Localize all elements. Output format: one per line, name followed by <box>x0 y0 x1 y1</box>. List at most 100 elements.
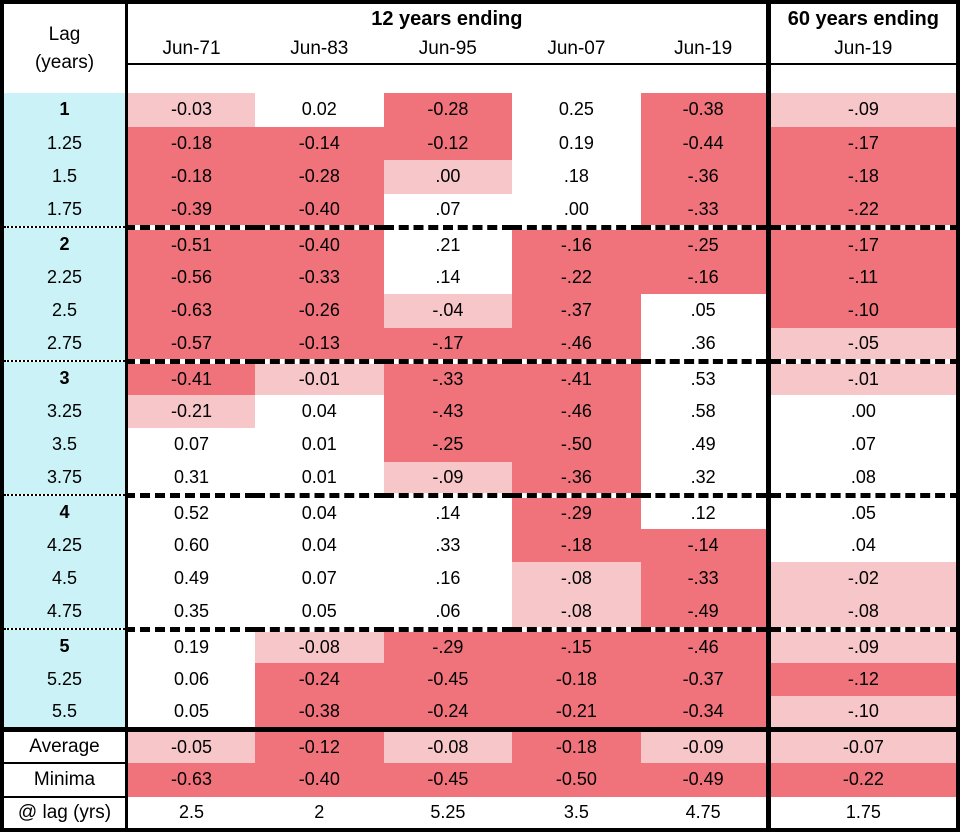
value-cell: -0.57 <box>126 327 256 361</box>
value-cell: 0.07 <box>126 428 256 462</box>
summary-cell: 4.75 <box>640 796 769 830</box>
value-cell: -0.18 <box>126 126 256 160</box>
value-cell: 0.06 <box>126 662 256 696</box>
lag-label: 4 <box>2 494 129 529</box>
value-cell: -.33 <box>383 358 513 395</box>
value-cell: -0.51 <box>126 224 256 261</box>
table-row: 3 -0.41 -0.01 -.33 -.41.53 -.01 <box>2 358 958 395</box>
value-cell: 0.31 <box>126 461 256 495</box>
column-header-row: Jun-71 Jun-83 Jun-95 Jun-07 Jun-19 Jun-1… <box>2 34 958 64</box>
value-cell-60y: -.22 <box>765 193 958 227</box>
value-cell: -0.12 <box>383 126 513 160</box>
summary-cell: 3.5 <box>512 796 641 830</box>
spacer-cell <box>126 63 769 93</box>
column-header-jun-19: Jun-19 <box>674 37 733 59</box>
lag-label: 4.75 <box>2 595 129 629</box>
value-cell: -.14 <box>640 528 769 562</box>
table-row: 5 0.19 -0.08 -.29 -.15 -.46 -.09 <box>2 626 958 663</box>
value-cell: .16 <box>383 562 513 596</box>
value-cell: -.15 <box>512 626 641 663</box>
value-cell: -.16 <box>640 260 769 294</box>
value-cell-60y: -.09 <box>765 626 958 663</box>
summary-cell: -0.40 <box>255 763 384 797</box>
value-cell: -0.28 <box>255 160 384 194</box>
value-cell: 0.52 <box>126 492 256 529</box>
value-cell: -0.03 <box>126 93 256 127</box>
value-cell-60y: -.18 <box>765 160 958 194</box>
value-cell: 0.04 <box>255 492 384 529</box>
value-cell: -0.26 <box>255 294 384 328</box>
value-cell: .06 <box>383 595 513 629</box>
value-cell: -.41 <box>512 358 641 395</box>
value-cell: -.36 <box>512 461 641 495</box>
summary-cell: -0.18 <box>512 727 641 763</box>
lag-label: 3.25 <box>2 394 129 428</box>
value-cell: -0.38 <box>255 696 384 730</box>
value-cell: 0.35 <box>126 595 256 629</box>
lag-label: 4.5 <box>2 562 129 596</box>
table-row: 4.75 0.35 0.05.06 -.08 -.49 -.08 <box>2 595 958 629</box>
value-cell: -.08 <box>512 595 641 629</box>
lag-label: 5.5 <box>2 696 129 730</box>
lag-label: 4.25 <box>2 528 129 562</box>
summary-cell: -0.50 <box>512 763 641 797</box>
table-header: Lag (years) 12 years ending 60 years end… <box>2 2 958 93</box>
value-cell: -0.34 <box>640 696 769 730</box>
summary-body: Average -0.05 -0.12 -0.08 -0.18 -0.09 -0.07 Min… <box>2 727 958 830</box>
lag-label: 2.75 <box>2 327 129 361</box>
value-cell: -0.28 <box>383 93 513 127</box>
value-cell: -.17 <box>383 327 513 361</box>
value-cell: 0.02 <box>255 93 384 127</box>
value-cell: .21 <box>383 224 513 261</box>
value-cell: 0.49 <box>126 562 256 596</box>
value-cell: -.29 <box>383 626 513 663</box>
lag-label: 1 <box>2 93 129 127</box>
value-cell: -.36 <box>640 160 769 194</box>
table-row: 4.5 0.49 0.07.16 -.08 -.33 -.02 <box>2 562 958 596</box>
value-cell: -.33 <box>640 193 769 227</box>
summary-label: Minima <box>2 763 129 798</box>
value-cell: -0.40 <box>255 224 384 261</box>
lag-label: 2.5 <box>2 294 129 328</box>
lag-label: 1.5 <box>2 160 129 194</box>
table-row: 2.75 -0.57 -0.13 -.17 -.46.36 -.05 <box>2 327 958 361</box>
table-row: 1 -0.03 0.02 -0.28 0.25 -0.38 -.09 <box>2 93 958 127</box>
column-header-jun-83: Jun-83 <box>290 37 349 59</box>
value-cell: .14 <box>383 260 513 294</box>
value-cell: 0.01 <box>255 461 384 495</box>
lag-label: 3.75 <box>2 461 129 495</box>
value-cell: -0.18 <box>126 160 256 194</box>
value-cell: -0.01 <box>255 358 384 395</box>
summary-cell: -0.12 <box>255 727 384 763</box>
summary-label: Average <box>2 727 129 764</box>
value-cell-60y: -.17 <box>765 126 958 160</box>
value-cell: -0.24 <box>255 662 384 696</box>
summary-cell-60y: 1.75 <box>765 796 958 830</box>
value-cell: .05 <box>640 294 769 328</box>
value-cell: -.29 <box>512 492 641 529</box>
table-row: 1.25 -0.18 -0.14 -0.12 0.19 -0.44 -.17 <box>2 126 958 160</box>
value-cell-60y: -.11 <box>765 260 958 294</box>
value-cell: -0.38 <box>640 93 769 127</box>
value-cell-60y: -.12 <box>765 662 958 696</box>
lag-label: 2 <box>2 226 129 261</box>
group-header-60-years: 60 years ending <box>765 2 958 34</box>
table-row: 3.75 0.31 0.01 -.09 -.36.32.08 <box>2 461 958 495</box>
value-cell: -0.41 <box>126 358 256 395</box>
value-cell-60y: -.10 <box>765 294 958 328</box>
summary-cell: -0.63 <box>126 763 256 797</box>
table-row: 4.25 0.60 0.04.33 -.18 -.14.04 <box>2 528 958 562</box>
summary-cell: -0.05 <box>126 727 256 763</box>
value-cell: 0.25 <box>512 93 641 127</box>
value-cell: .53 <box>640 358 769 395</box>
value-cell: 0.05 <box>255 595 384 629</box>
summary-cell: -0.09 <box>640 727 769 763</box>
value-cell-60y: .07 <box>765 428 958 462</box>
value-cell: -.18 <box>512 528 641 562</box>
value-cell: .00 <box>383 160 513 194</box>
value-cell-60y: .00 <box>765 394 958 428</box>
column-header-jun-71: Jun-71 <box>162 37 221 59</box>
value-cell: -.37 <box>512 294 641 328</box>
summary-cell: 2 <box>255 796 384 830</box>
